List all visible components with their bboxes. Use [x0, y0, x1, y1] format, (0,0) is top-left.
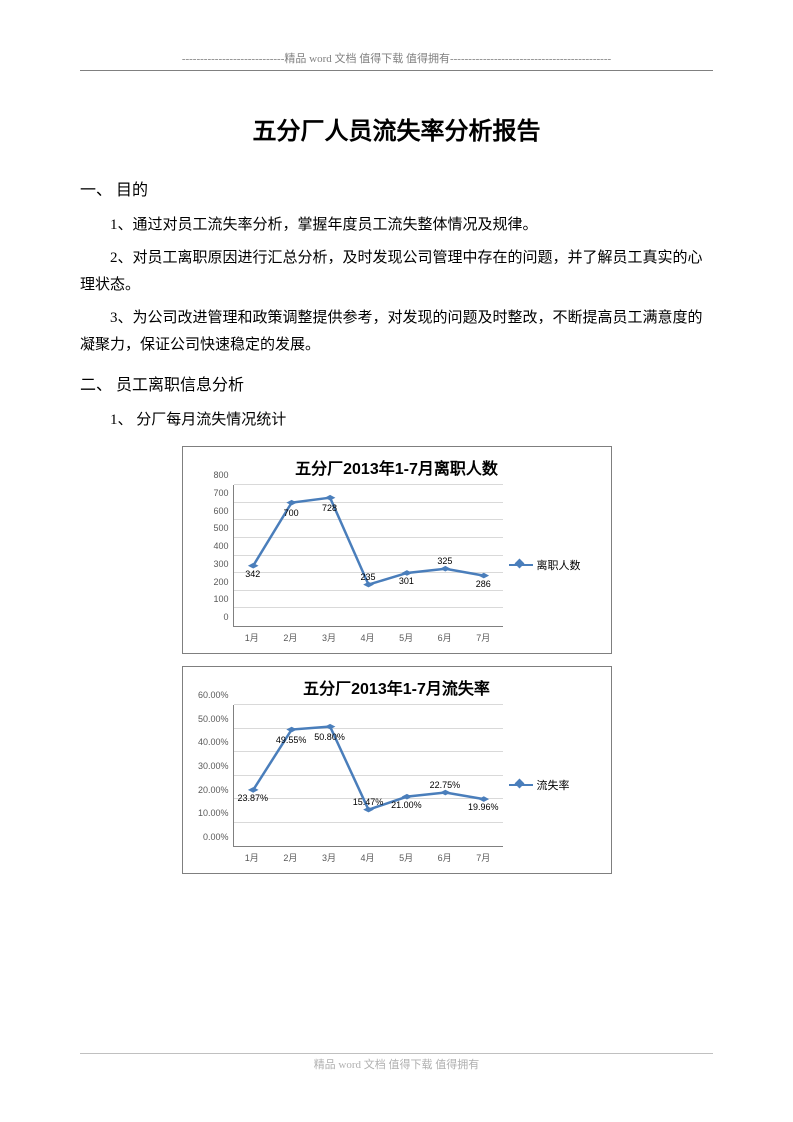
y-tick-label: 200: [213, 577, 228, 587]
section-1-p2: 2、对员工离职原因进行汇总分析，及时发现公司管理中存在的问题，并了解员工真实的心…: [80, 245, 713, 299]
chart-1-area: 342 700 728 235 301 325 286: [233, 485, 503, 627]
data-label: 728: [322, 503, 337, 513]
y-tick-label: 50.00%: [198, 714, 229, 724]
data-label: 21.00%: [391, 800, 422, 810]
page: ----------------------------精品 word 文档 值…: [0, 0, 793, 1122]
x-tick-label: 2月: [271, 629, 310, 645]
data-label: 235: [360, 572, 375, 582]
chart-1-xticks: 1月2月3月4月5月6月7月: [233, 629, 503, 645]
chart-1-yaxis: 0100200300400500600700800: [193, 485, 233, 627]
chart-2-yaxis: 0.00%10.00%20.00%30.00%40.00%50.00%60.00…: [193, 705, 233, 847]
y-tick-label: 10.00%: [198, 808, 229, 818]
y-tick-label: 500: [213, 523, 228, 533]
y-tick-label: 40.00%: [198, 737, 229, 747]
x-tick-label: 7月: [464, 849, 503, 865]
x-tick-label: 5月: [387, 629, 426, 645]
section-1-p3: 3、为公司改进管理和政策调整提供参考，对发现的问题及时整改，不断提高员工满意度的…: [80, 305, 713, 359]
x-tick-label: 3月: [310, 849, 349, 865]
chart-1-legend-label: 离职人数: [537, 557, 581, 573]
chart-2-legend: 流失率: [503, 777, 599, 793]
y-tick-label: 100: [213, 594, 228, 604]
x-tick-label: 5月: [387, 849, 426, 865]
chart-2-area: 23.87% 49.55% 50.80% 15.47% 21.00% 22.75% 19.9…: [233, 705, 503, 847]
x-tick-label: 1月: [233, 629, 272, 645]
data-label: 19.96%: [468, 802, 499, 812]
data-label: 342: [245, 569, 260, 579]
section-1-heading: 一、 目的: [80, 176, 713, 200]
x-tick-label: 6月: [425, 849, 464, 865]
y-tick-label: 800: [213, 470, 228, 480]
chart-2-xticks: 1月2月3月4月5月6月7月: [233, 849, 503, 865]
data-label: 301: [399, 576, 414, 586]
y-tick-label: 300: [213, 559, 228, 569]
chart-1: 五分厂2013年1-7月离职人数 0 100 200 300 400 500 600 700 8…: [182, 446, 612, 654]
document-title: 五分厂人员流失率分析报告: [80, 111, 713, 146]
section-1-p1: 1、通过对员工流失率分析，掌握年度员工流失整体情况及规律。: [80, 212, 713, 239]
x-tick-label: 2月: [271, 849, 310, 865]
y-tick-label: 0.00%: [203, 832, 229, 842]
data-label: 49.55%: [276, 735, 307, 745]
data-label: 23.87%: [237, 793, 268, 803]
x-tick-label: 7月: [464, 629, 503, 645]
y-tick-label: 600: [213, 506, 228, 516]
x-tick-label: 4月: [348, 629, 387, 645]
y-tick-label: 700: [213, 488, 228, 498]
page-header: ----------------------------精品 word 文档 值…: [80, 50, 713, 66]
data-label: 286: [476, 579, 491, 589]
y-tick-label: 0: [223, 612, 228, 622]
y-tick-label: 60.00%: [198, 690, 229, 700]
legend-marker-icon: [509, 560, 533, 570]
page-footer: 精品 word 文档 值得下载 值得拥有: [80, 1053, 713, 1072]
x-tick-label: 4月: [348, 849, 387, 865]
data-label: 50.80%: [314, 732, 345, 742]
data-label: 15.47%: [353, 797, 384, 807]
chart-2-plot: 0.00%10.00%20.00%30.00%40.00%50.00%60.00…: [193, 705, 503, 865]
y-tick-label: 20.00%: [198, 785, 229, 795]
legend-marker-icon: [509, 780, 533, 790]
header-rule: [80, 70, 713, 71]
chart-2-body: 0.00%10.00%20.00%30.00%40.00%50.00%60.00…: [193, 705, 601, 865]
chart-2-title: 五分厂2013年1-7月流失率: [193, 675, 601, 699]
data-label: 700: [284, 508, 299, 518]
chart-1-body: 0100200300400500600700800 34270072823530…: [193, 485, 601, 645]
section-2-p1: 1、 分厂每月流失情况统计: [80, 407, 713, 434]
chart-2: 五分厂2013年1-7月流失率 0.00% 10.00% 20.00% 30.00% 4…: [182, 666, 612, 874]
x-tick-label: 1月: [233, 849, 272, 865]
chart-1-title: 五分厂2013年1-7月离职人数: [193, 455, 601, 479]
chart-1-plot: 0100200300400500600700800 34270072823530…: [193, 485, 503, 645]
data-label: 325: [437, 556, 452, 566]
y-tick-label: 400: [213, 541, 228, 551]
data-label: 22.75%: [430, 780, 461, 790]
y-tick-label: 30.00%: [198, 761, 229, 771]
section-2-heading: 二、 员工离职信息分析: [80, 371, 713, 395]
chart-2-legend-label: 流失率: [537, 777, 570, 793]
x-tick-label: 6月: [425, 629, 464, 645]
chart-1-legend: 离职人数: [503, 557, 599, 573]
x-tick-label: 3月: [310, 629, 349, 645]
